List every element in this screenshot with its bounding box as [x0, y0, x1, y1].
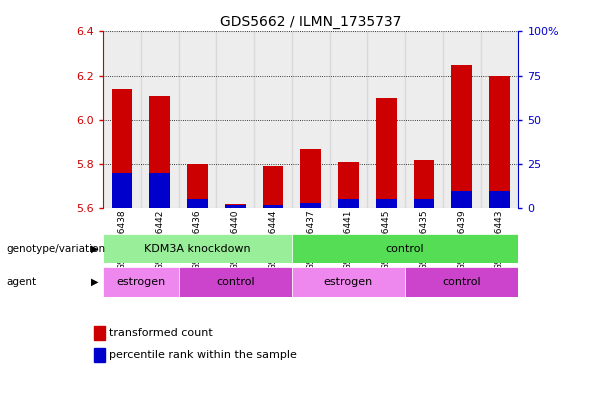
Bar — [150, 173, 170, 208]
Bar — [225, 205, 246, 208]
Bar — [178, 267, 292, 297]
Bar — [103, 267, 178, 297]
Text: ▶: ▶ — [91, 244, 99, 253]
Bar — [292, 31, 330, 208]
Bar — [300, 149, 321, 208]
Bar — [451, 191, 472, 208]
Bar — [292, 267, 405, 297]
Bar — [376, 98, 396, 208]
Bar — [216, 31, 254, 208]
Text: estrogen: estrogen — [116, 277, 166, 287]
Bar — [103, 234, 292, 263]
Bar — [368, 31, 405, 208]
Text: ▶: ▶ — [91, 277, 99, 287]
Bar — [338, 200, 359, 208]
Text: control: control — [386, 244, 425, 253]
Bar — [443, 31, 481, 208]
Bar — [254, 31, 292, 208]
Bar — [405, 31, 443, 208]
Bar — [330, 31, 368, 208]
Bar — [376, 200, 396, 208]
Text: control: control — [442, 277, 481, 287]
Bar — [413, 160, 434, 208]
Text: percentile rank within the sample: percentile rank within the sample — [109, 350, 297, 360]
Bar — [300, 203, 321, 208]
Text: genotype/variation: genotype/variation — [6, 244, 105, 253]
Bar — [413, 200, 434, 208]
Bar — [489, 76, 510, 208]
Bar — [187, 200, 208, 208]
Text: agent: agent — [6, 277, 36, 287]
Bar — [338, 162, 359, 208]
Text: transformed count: transformed count — [109, 328, 213, 338]
Bar — [405, 267, 518, 297]
Bar — [481, 31, 518, 208]
Text: control: control — [216, 277, 254, 287]
Bar — [263, 205, 283, 208]
Bar — [111, 89, 133, 208]
Bar — [141, 31, 178, 208]
Bar — [489, 191, 510, 208]
Bar — [178, 31, 216, 208]
Bar — [263, 166, 283, 208]
Bar — [292, 234, 518, 263]
Bar — [225, 204, 246, 208]
Text: KDM3A knockdown: KDM3A knockdown — [144, 244, 251, 253]
Bar — [187, 164, 208, 208]
Bar — [103, 31, 141, 208]
Bar — [451, 64, 472, 208]
Bar — [150, 95, 170, 208]
Title: GDS5662 / ILMN_1735737: GDS5662 / ILMN_1735737 — [220, 15, 401, 29]
Text: estrogen: estrogen — [324, 277, 373, 287]
Bar — [111, 173, 133, 208]
